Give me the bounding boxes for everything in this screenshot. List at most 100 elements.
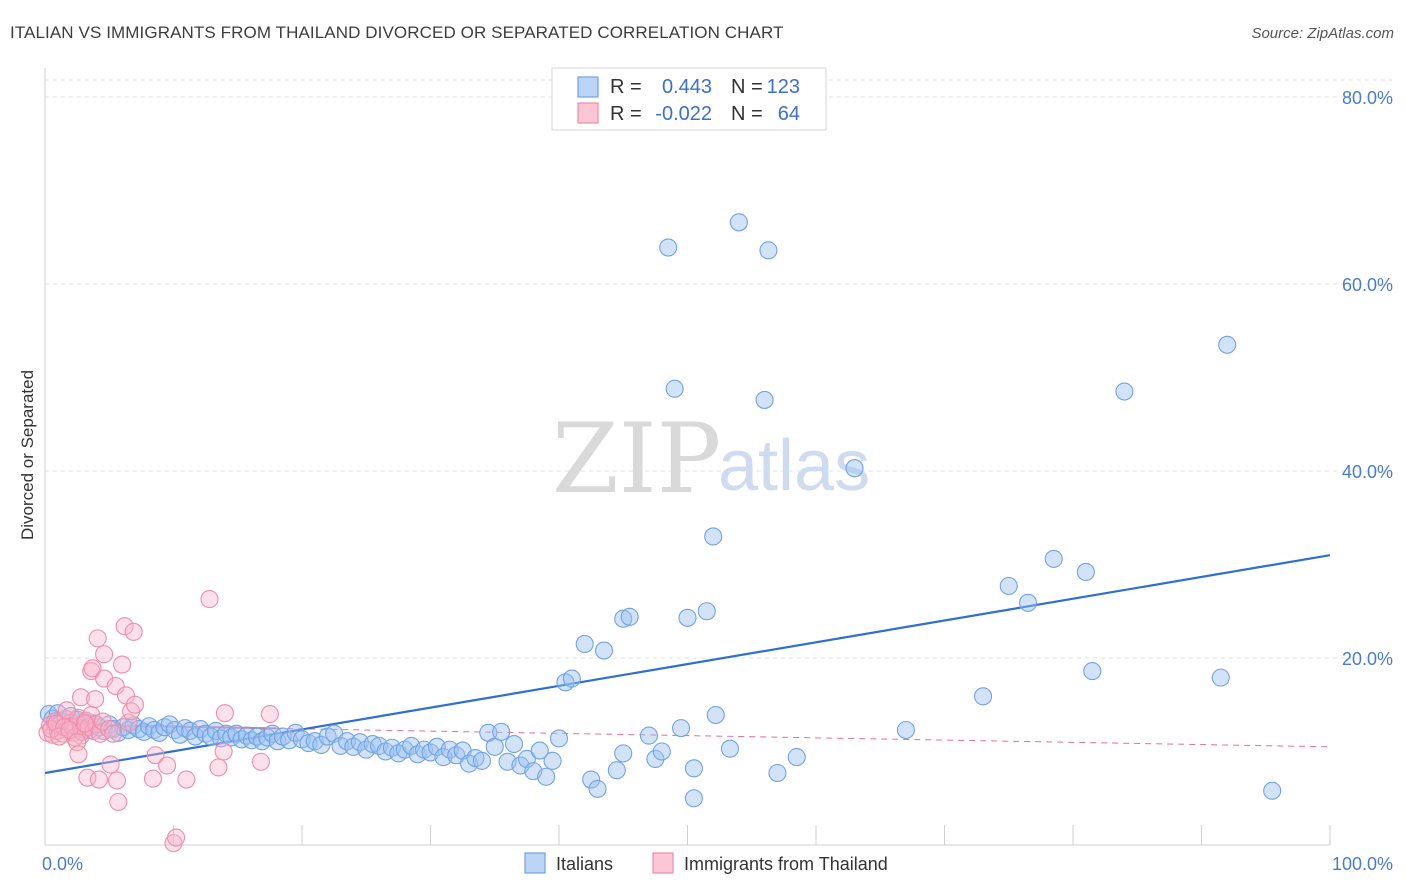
y-tick-label: 40.0% [1342, 462, 1393, 482]
series-legend-swatch-thailand [652, 852, 674, 874]
point-italians [485, 737, 504, 756]
point-thailand [89, 770, 109, 789]
point-thailand [119, 713, 138, 732]
point-italians [1083, 662, 1102, 681]
point-thailand [109, 792, 128, 812]
point-italians [607, 761, 626, 780]
y-tick-label: 80.0% [1342, 88, 1393, 108]
point-italians [472, 751, 491, 770]
point-italians [543, 751, 562, 770]
data-points [38, 213, 1282, 853]
point-italians [504, 734, 524, 754]
point-italians [639, 726, 659, 745]
point-thailand [146, 746, 165, 765]
point-thailand [78, 768, 97, 787]
point-italians [787, 748, 806, 767]
point-thailand [200, 590, 219, 609]
series-legend-italians: Italians [556, 854, 613, 874]
point-italians [973, 687, 993, 706]
y-axis-label: Divorced or Separated [18, 370, 37, 540]
point-thailand [106, 676, 125, 696]
point-thailand [214, 742, 233, 761]
y-tick-label: 60.0% [1342, 275, 1393, 295]
point-italians [684, 789, 703, 808]
point-italians [659, 238, 678, 257]
point-thailand [95, 645, 114, 664]
point-italians [1018, 593, 1038, 612]
point-thailand [125, 695, 144, 714]
point-italians [999, 576, 1018, 596]
point-italians [562, 669, 581, 688]
point-thailand [158, 756, 177, 775]
legend-r-value-1: 0.443 [662, 76, 712, 98]
point-italians [697, 602, 716, 621]
point-thailand [88, 629, 107, 648]
legend-r-label-1: R = [610, 76, 642, 98]
point-italians [537, 767, 556, 786]
point-italians [684, 759, 703, 778]
point-italians [672, 719, 691, 738]
point-italians [755, 390, 774, 409]
legend-swatch-thailand [577, 102, 599, 124]
point-italians [582, 770, 601, 789]
correlation-legend: R = 0.443 N = 123 R = -0.022 N = 64 [551, 67, 827, 131]
legend-r-label-2: R = [610, 103, 642, 125]
series-legend-swatch-italians [524, 852, 546, 874]
point-thailand [75, 714, 94, 733]
point-thailand [104, 724, 123, 743]
point-italians [768, 763, 787, 783]
point-italians [614, 744, 633, 763]
legend-swatch-italians [577, 76, 599, 98]
point-italians [620, 607, 639, 626]
point-thailand [71, 688, 91, 707]
point-thailand [167, 828, 186, 847]
point-thailand [93, 712, 112, 731]
point-thailand [124, 622, 143, 641]
point-italians [575, 634, 594, 654]
tick-labels: 20.0% 40.0% 60.0% 80.0% 0.0% 100.0% [42, 88, 1393, 874]
point-italians [646, 749, 665, 769]
point-thailand [209, 758, 228, 777]
chart-title: ITALIAN VS IMMIGRANTS FROM THAILAND DIVO… [10, 23, 784, 42]
point-italians [331, 736, 350, 755]
point-thailand [69, 745, 88, 764]
point-italians [759, 241, 778, 260]
point-thailand [101, 755, 120, 774]
point-thailand [107, 771, 127, 790]
point-italians [530, 741, 549, 760]
point-italians [720, 739, 739, 758]
point-italians [155, 718, 174, 737]
watermark: ZIP atlas [552, 403, 870, 515]
point-italians [594, 641, 614, 660]
point-italians [286, 723, 305, 742]
point-italians [447, 746, 466, 765]
point-italians [678, 608, 697, 627]
point-thailand [215, 704, 234, 723]
watermark-zip: ZIP [552, 403, 721, 515]
legend-n-value-1: 123 [767, 76, 800, 98]
series-legend-thailand: Immigrants from Thailand [684, 854, 888, 874]
point-italians [665, 379, 684, 398]
point-italians [1211, 668, 1230, 687]
point-thailand [86, 690, 105, 709]
watermark-atlas: atlas [718, 426, 870, 506]
point-italians [1263, 781, 1282, 800]
point-italians [1076, 562, 1095, 582]
point-italians [280, 731, 299, 750]
point-italians [845, 459, 864, 478]
point-italians [729, 213, 748, 232]
point-italians [896, 720, 916, 740]
point-italians [706, 705, 725, 725]
point-italians [588, 779, 607, 798]
point-italians [1218, 335, 1237, 354]
point-italians [1044, 549, 1063, 568]
source-label: Source: ZipAtlas.com [1251, 25, 1394, 42]
point-thailand [260, 705, 279, 724]
point-italians [704, 527, 723, 546]
x-tick-label: 0.0% [42, 854, 83, 874]
point-italians [492, 722, 511, 741]
point-thailand [177, 770, 196, 789]
legend-n-label-2: N = [731, 103, 763, 125]
point-thailand [50, 727, 69, 746]
